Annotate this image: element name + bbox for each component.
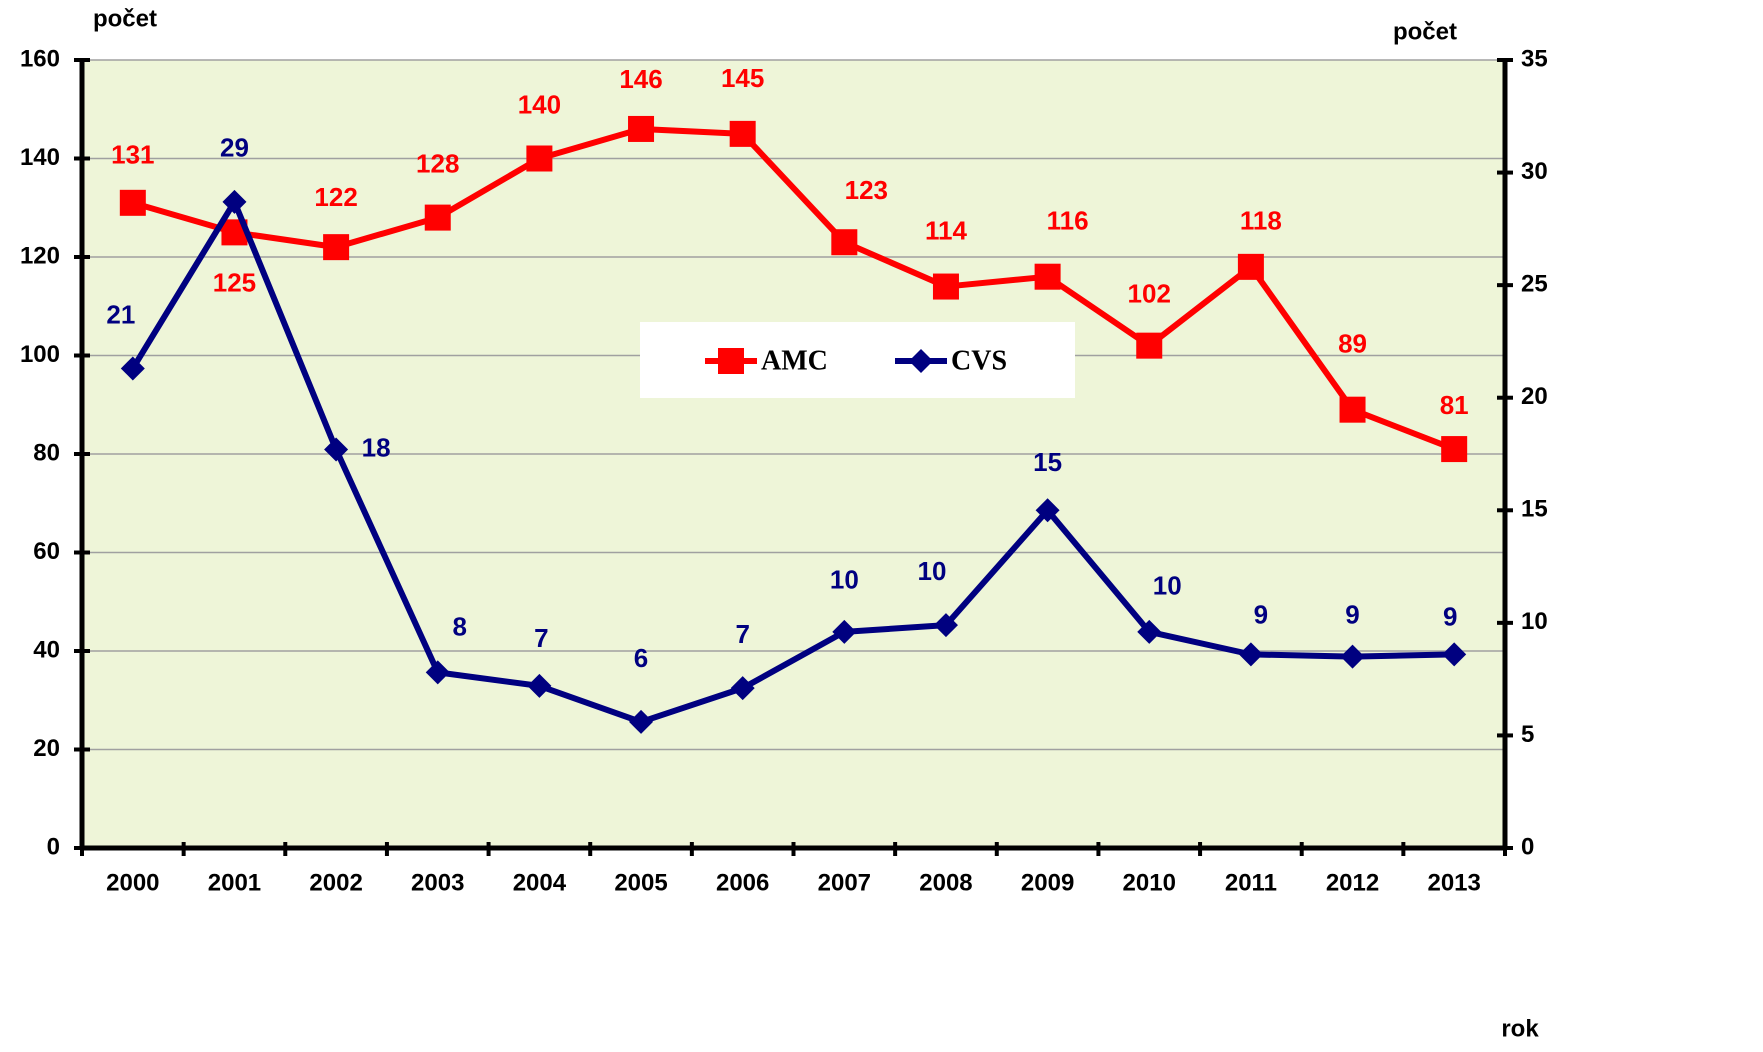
x-tick-label: 2009 [1021,869,1074,896]
y-tick-label: 80 [33,439,60,466]
marker [1340,644,1365,669]
y-tick-label: 40 [33,636,60,663]
data-label: 145 [721,63,764,93]
data-label: 9 [1345,600,1359,630]
x-tick-label: 2005 [614,869,667,896]
marker [1442,642,1467,667]
y-tick-label: 0 [47,833,60,860]
y2-tick-label: 20 [1521,383,1548,410]
y-tick-label: 60 [33,538,60,565]
data-label: 10 [830,565,859,595]
x-tick-label: 2013 [1427,869,1480,896]
x-tick-label: 2000 [106,869,159,896]
y2-tick-label: 15 [1521,496,1548,523]
x-tick-label: 2007 [818,869,871,896]
marker [1136,332,1163,359]
data-label: 128 [416,148,459,178]
marker [1035,498,1060,523]
data-label: 114 [925,215,967,245]
y-tick-label: 120 [20,242,60,269]
legend: AMC CVS [640,322,1075,398]
x-tick-label: 2006 [716,869,769,896]
data-label: 131 [111,140,154,170]
marker [933,613,958,638]
marker [424,204,451,231]
marker [909,349,933,373]
marker [932,273,959,300]
marker [120,356,145,381]
x-tick-label: 2012 [1326,869,1379,896]
y2-axis-title: počet [1393,18,1457,45]
marker [1137,619,1162,644]
marker [831,229,858,256]
marker [323,234,350,261]
data-label: 8 [453,611,467,641]
marker [628,115,655,142]
y-tick-label: 20 [33,735,60,762]
x-tick-label: 2003 [411,869,464,896]
legend-label: AMC [761,345,828,376]
marker [718,348,744,374]
data-label: 10 [1153,571,1182,601]
data-label: 9 [1254,599,1268,629]
x-tick-label: 2010 [1123,869,1176,896]
marker [526,145,553,172]
data-label: 122 [314,182,357,212]
data-label: 29 [220,133,249,163]
data-label: 102 [1128,279,1171,309]
data-label: 18 [362,432,391,462]
marker [832,619,857,644]
data-label: 7 [534,623,548,653]
marker [425,660,450,685]
data-label: 125 [213,267,256,297]
data-label: 89 [1338,329,1367,359]
data-label: 15 [1033,447,1062,477]
data-label: 7 [735,619,749,649]
marker [119,189,146,216]
marker [1441,436,1468,463]
data-label: 81 [1440,390,1469,420]
marker [1034,263,1061,290]
y2-tick-label: 25 [1521,270,1548,297]
data-label: 118 [1240,206,1282,236]
y-tick-label: 100 [20,341,60,368]
x-tick-label: 2004 [513,869,567,896]
marker [1238,642,1263,667]
marker [730,676,755,701]
y2-tick-label: 35 [1521,45,1548,72]
y-tick-label: 140 [20,144,60,171]
y2-tick-label: 0 [1521,833,1534,860]
y-tick-label: 160 [20,45,60,72]
marker [629,709,654,734]
x-tick-label: 2002 [309,869,362,896]
data-label: 116 [1047,206,1089,236]
y2-tick-label: 5 [1521,721,1534,748]
marker [222,189,247,214]
line [131,125,1456,452]
legend-label: CVS [951,345,1007,376]
x-tick-label: 2011 [1225,869,1277,896]
data-label: 9 [1443,601,1457,631]
data-label: 21 [106,299,135,329]
y-axis-title: počet [93,5,157,32]
marker [324,437,349,462]
marker [1237,253,1264,280]
data-label: 146 [619,64,662,94]
data-label: 123 [845,175,888,205]
x-axis-title: rok [1501,1015,1539,1042]
marker [1339,396,1366,423]
data-label: 6 [634,643,648,673]
marker [527,673,552,698]
y2-tick-label: 10 [1521,608,1548,635]
x-tick-label: 2008 [919,869,972,896]
x-tick-label: 2001 [208,869,261,896]
data-label: 140 [518,89,561,119]
y2-tick-label: 30 [1521,158,1548,185]
data-label: 10 [918,556,947,586]
marker [729,120,756,147]
line [130,198,1455,725]
